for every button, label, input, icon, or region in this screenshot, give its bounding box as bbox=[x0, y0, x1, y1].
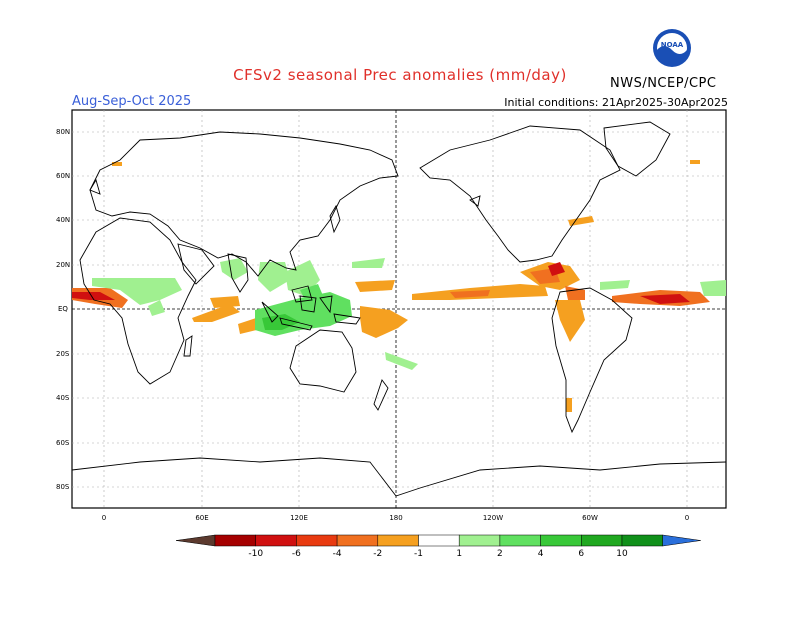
noaa-logo-icon: NOAA bbox=[653, 29, 691, 67]
anomaly-shading bbox=[72, 160, 726, 412]
agency-label: NWS/NCEP/CPC bbox=[610, 76, 717, 91]
lon-label: 120E bbox=[290, 514, 308, 522]
initial-conditions-label: Initial conditions: 21Apr2025-30Apr2025 bbox=[504, 96, 728, 109]
colorbar-legend: -10 -6 -4 -2 -1 1 2 4 6 10 bbox=[175, 534, 701, 559]
lat-label: 40N bbox=[56, 216, 70, 224]
colorbar-swatch bbox=[458, 534, 501, 547]
lon-label: 60E bbox=[195, 514, 208, 522]
colorbar-swatch bbox=[540, 534, 582, 547]
lat-label: 60S bbox=[56, 439, 70, 447]
graticule bbox=[72, 110, 726, 508]
lat-label: 60N bbox=[56, 172, 70, 180]
colorbar-swatch bbox=[581, 534, 623, 547]
lon-label: 60W bbox=[582, 514, 598, 522]
colorbar-swatch bbox=[255, 534, 297, 547]
coastlines bbox=[71, 121, 727, 497]
colorbar-arrow-left bbox=[175, 534, 216, 547]
colorbar-label: 4 bbox=[538, 549, 544, 559]
lon-label: 120W bbox=[483, 514, 503, 522]
colorbar-swatch bbox=[377, 534, 419, 547]
lon-label: 0 bbox=[102, 514, 106, 522]
colorbar-swatch bbox=[296, 534, 338, 547]
colorbar-label: 6 bbox=[578, 549, 584, 559]
lat-label: 20S bbox=[56, 350, 70, 358]
lat-axis-labels: 80N 60N 40N 20N EQ 20S 40S 60S 80S bbox=[56, 128, 70, 491]
colorbar-swatch bbox=[214, 534, 256, 547]
colorbar-swatch bbox=[499, 534, 541, 547]
lat-label: 20N bbox=[56, 261, 70, 269]
lat-label: 40S bbox=[56, 394, 70, 402]
lon-label: 0 bbox=[685, 514, 689, 522]
colorbar-label: 1 bbox=[456, 549, 462, 559]
colorbar-label: -4 bbox=[333, 549, 342, 559]
colorbar-label: -10 bbox=[248, 549, 263, 559]
lon-axis-labels: 0 60E 120E 180 120W 60W 0 bbox=[102, 514, 689, 522]
colorbar-swatch bbox=[336, 534, 379, 547]
lon-label: 180 bbox=[389, 514, 402, 522]
colorbar-swatch bbox=[621, 534, 663, 547]
colorbar-label: 2 bbox=[497, 549, 503, 559]
colorbar-label: -1 bbox=[414, 549, 423, 559]
svg-text:NOAA: NOAA bbox=[661, 41, 684, 49]
colorbar-label: 10 bbox=[616, 549, 628, 559]
lat-label: 80N bbox=[56, 128, 70, 136]
colorbar-label: -2 bbox=[373, 549, 382, 559]
colorbar-label: -6 bbox=[292, 549, 301, 559]
colorbar-swatch bbox=[418, 534, 460, 547]
season-label: Aug-Sep-Oct 2025 bbox=[72, 94, 192, 109]
lat-label: EQ bbox=[58, 305, 68, 313]
lat-label: 80S bbox=[56, 483, 70, 491]
colorbar-arrow-right bbox=[662, 534, 701, 547]
chart-title: CFSv2 seasonal Prec anomalies (mm/day) bbox=[233, 66, 567, 84]
